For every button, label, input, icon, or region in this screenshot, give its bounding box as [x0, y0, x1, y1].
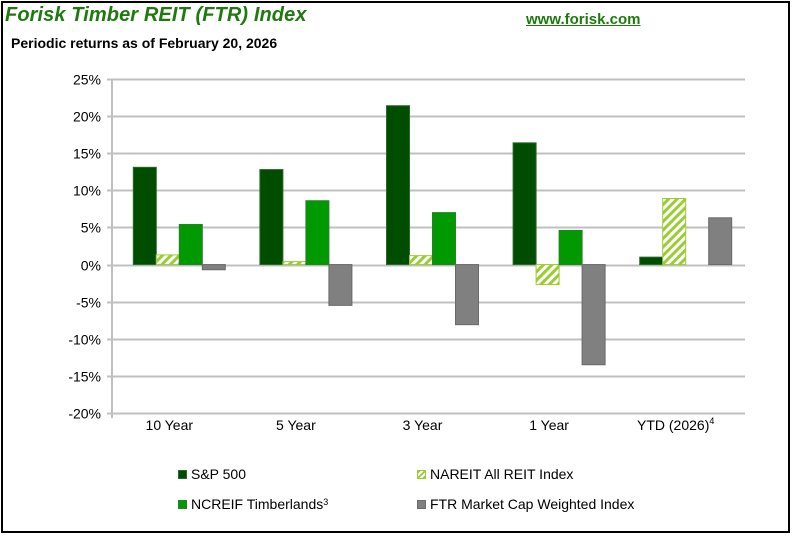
legend-item-nareit-all-reit-index: NAREIT All REIT Index	[417, 466, 573, 482]
legend-swatch	[178, 499, 187, 509]
website-link[interactable]: www.forisk.com	[526, 11, 641, 28]
bar-ftr-market-cap-weighted-index-5-year	[328, 264, 353, 306]
axis-labels: 25% 20% 15% 10% 5% 0% -5% -10% -15% -20% 10 Year 5 …	[68, 72, 714, 434]
legend-item-s-p-500: S&P 500	[178, 466, 246, 482]
bar-s-p-500-3-year	[386, 105, 410, 266]
legend-swatch	[417, 499, 426, 509]
y-tick-label: 5%	[81, 220, 101, 236]
y-tick-label: -10%	[68, 332, 101, 348]
legend-label: NCREIF Timberlands	[191, 496, 324, 512]
chart-subtitle: Periodic returns as of February 20, 2026	[11, 35, 278, 51]
y-tick-label: 10%	[73, 183, 101, 199]
gridlines	[107, 78, 745, 415]
legend-superscript: 3	[323, 497, 329, 507]
x-tick-label: 1 Year	[529, 417, 569, 433]
bar-s-p-500-ytd-2026-	[639, 256, 664, 266]
bars	[132, 105, 733, 366]
x-tick-label: 5 Year	[276, 417, 316, 433]
y-tick-label: -20%	[68, 406, 101, 422]
legend-label: NAREIT All REIT Index	[430, 466, 574, 482]
y-tick-label: 25%	[73, 72, 101, 88]
bar-nareit-all-reit-index-3-year	[409, 255, 433, 266]
y-tick-label: -5%	[76, 295, 101, 311]
bar-ftr-market-cap-weighted-index-ytd-2026-	[708, 217, 733, 266]
y-tick-label: 20%	[73, 109, 101, 125]
legend-swatch	[417, 469, 426, 479]
legend-item-ftr-market-cap-weighted-index: FTR Market Cap Weighted Index	[417, 496, 634, 512]
bar-nareit-all-reit-index-10-year	[155, 254, 180, 266]
bar-ncreif-timberlands-5-year	[305, 200, 330, 266]
bar-s-p-500-10-year	[132, 166, 157, 266]
bar-ftr-market-cap-weighted-index-3-year	[455, 264, 479, 326]
x-tick-label: 3 Year	[403, 417, 443, 433]
x-tick-label: 10 Year	[146, 417, 194, 433]
bar-nareit-all-reit-index-ytd-2026-	[662, 197, 687, 266]
legend-swatch	[178, 469, 187, 479]
bar-ftr-market-cap-weighted-index-10-year	[201, 264, 226, 271]
bar-ftr-market-cap-weighted-index-1-year	[581, 264, 606, 366]
bar-s-p-500-5-year	[259, 169, 284, 266]
bar-ncreif-timberlands-1-year	[558, 229, 583, 266]
bar-ncreif-timberlands-3-year	[432, 212, 456, 266]
legend-label: S&P 500	[191, 466, 247, 482]
bar-nareit-all-reit-index-5-year	[282, 261, 307, 266]
legend-label: FTR Market Cap Weighted Index	[430, 496, 635, 512]
y-tick-label: 15%	[73, 146, 101, 162]
bar-nareit-all-reit-index-1-year	[535, 264, 560, 286]
bar-ncreif-timberlands-10-year	[178, 223, 203, 266]
legend-item-ncreif-timberlands: NCREIF Timberlands 3	[178, 496, 328, 512]
y-tick-label: -15%	[68, 369, 101, 385]
bar-s-p-500-1-year	[512, 142, 537, 266]
y-tick-label: 0%	[81, 258, 101, 274]
x-tick-label: YTD (2026)4	[637, 416, 714, 433]
chart-title: Forisk Timber REIT (FTR) Index	[5, 4, 307, 26]
